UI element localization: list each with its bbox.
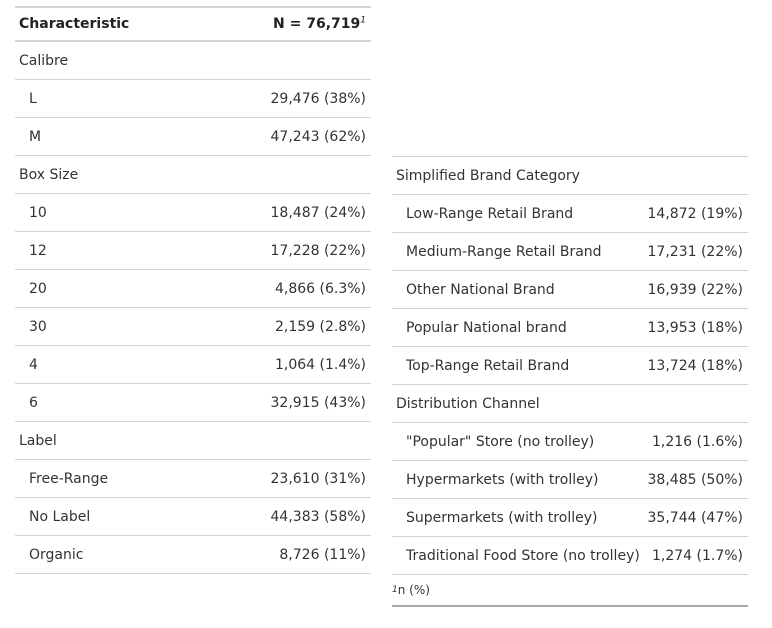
level-label: 6: [29, 394, 38, 411]
level-label: 30: [29, 318, 47, 335]
group-label: Distribution Channel: [396, 395, 540, 412]
table-header-row: Characteristic N = 76,7191: [15, 8, 371, 42]
table-row: L 29,476 (38%): [15, 80, 371, 118]
right-table-body: Simplified Brand Category Low-Range Retai…: [392, 157, 748, 575]
count-percent-value: 47,243 (62%): [270, 128, 366, 145]
footnote-text: n (%): [397, 583, 430, 597]
level-label: No Label: [29, 508, 91, 525]
count-percent-value: 1,274 (1.7%): [651, 547, 743, 564]
table-row: "Popular" Store (no trolley) 1,216 (1.6%): [392, 423, 748, 461]
level-label: M: [29, 128, 42, 145]
count-percent-value: 16,939 (22%): [647, 281, 743, 298]
level-label: 12: [29, 242, 47, 259]
count-percent-value: 35,744 (47%): [647, 509, 743, 526]
group-header-row: Box Size: [15, 156, 371, 194]
level-label: Free-Range: [29, 470, 109, 487]
group-header-row: Calibre: [15, 42, 371, 80]
table-row: Popular National brand 13,953 (18%): [392, 309, 748, 347]
count-percent-value: 13,953 (18%): [647, 319, 743, 336]
table-row: Hypermarkets (with trolley) 38,485 (50%): [392, 461, 748, 499]
level-label: 20: [29, 280, 47, 297]
level-label: Supermarkets (with trolley): [406, 509, 598, 526]
table-row: Medium-Range Retail Brand 17,231 (22%): [392, 233, 748, 271]
table-row: Free-Range 23,610 (31%): [15, 460, 371, 498]
level-label: Popular National brand: [406, 319, 567, 336]
count-percent-value: 44,383 (58%): [270, 508, 366, 525]
table-row: 4 1,064 (1.4%): [15, 346, 371, 384]
count-percent-value: 8,726 (11%): [279, 546, 366, 563]
group-label: Box Size: [19, 166, 79, 183]
table-row: Top-Range Retail Brand 13,724 (18%): [392, 347, 748, 385]
left-summary-table: Characteristic N = 76,7191 Calibre L 29,47…: [15, 6, 371, 574]
level-label: Medium-Range Retail Brand: [406, 243, 602, 260]
footnote-marker: 1: [360, 15, 366, 26]
group-header-row: Simplified Brand Category: [392, 157, 748, 195]
count-percent-value: 23,610 (31%): [270, 470, 366, 487]
table-row: 6 32,915 (43%): [15, 384, 371, 422]
table-row: Organic 8,726 (11%): [15, 536, 371, 574]
count-percent-value: 29,476 (38%): [270, 90, 366, 107]
count-percent-value: 4,866 (6.3%): [274, 280, 366, 297]
group-label: Calibre: [19, 52, 69, 69]
group-label: Simplified Brand Category: [396, 167, 580, 184]
level-label: 10: [29, 204, 47, 221]
count-percent-value: 38,485 (50%): [647, 471, 743, 488]
count-percent-value: 17,228 (22%): [270, 242, 366, 259]
table-row: 12 17,228 (22%): [15, 232, 371, 270]
count-percent-value: 17,231 (22%): [647, 243, 743, 260]
count-percent-value: 14,872 (19%): [647, 205, 743, 222]
table-row: Supermarkets (with trolley) 35,744 (47%): [392, 499, 748, 537]
level-label: Hypermarkets (with trolley): [406, 471, 599, 488]
level-label: Organic: [29, 546, 84, 563]
characteristic-header: Characteristic: [19, 16, 130, 32]
table-row: 30 2,159 (2.8%): [15, 308, 371, 346]
right-summary-table: Simplified Brand Category Low-Range Retai…: [392, 156, 748, 607]
count-percent-value: 1,064 (1.4%): [274, 356, 366, 373]
level-label: Other National Brand: [406, 281, 555, 298]
level-label: "Popular" Store (no trolley): [406, 433, 595, 450]
group-header-row: Distribution Channel: [392, 385, 748, 423]
level-label: Top-Range Retail Brand: [406, 357, 570, 374]
table-row: Low-Range Retail Brand 14,872 (19%): [392, 195, 748, 233]
count-percent-value: 13,724 (18%): [647, 357, 743, 374]
left-table-body: Calibre L 29,476 (38%) M 47,243 (62%) Box Siz…: [15, 42, 371, 574]
level-label: 4: [29, 356, 38, 373]
group-header-row: Label: [15, 422, 371, 460]
table-row: 20 4,866 (6.3%): [15, 270, 371, 308]
table-row: M 47,243 (62%): [15, 118, 371, 156]
count-percent-value: 2,159 (2.8%): [274, 318, 366, 335]
count-percent-value: 1,216 (1.6%): [651, 433, 743, 450]
count-percent-value: 32,915 (43%): [270, 394, 366, 411]
table-row: Traditional Food Store (no trolley) 1,274…: [392, 537, 748, 575]
level-label: L: [29, 90, 37, 107]
count-percent-value: 18,487 (24%): [270, 204, 366, 221]
n-header: N = 76,7191: [273, 15, 366, 32]
table-row: No Label 44,383 (58%): [15, 498, 371, 536]
level-label: Low-Range Retail Brand: [406, 205, 574, 222]
table-row: Other National Brand 16,939 (22%): [392, 271, 748, 309]
group-label: Label: [19, 432, 57, 449]
level-label: Traditional Food Store (no trolley): [406, 547, 640, 564]
table-row: 10 18,487 (24%): [15, 194, 371, 232]
